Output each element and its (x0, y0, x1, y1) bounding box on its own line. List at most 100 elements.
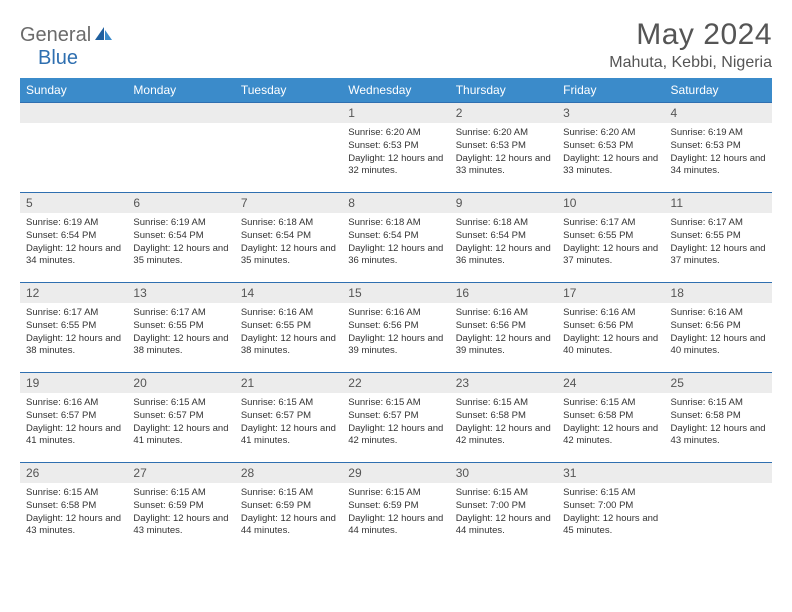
day-number: 12 (20, 283, 127, 303)
calendar-empty-cell (665, 463, 772, 553)
day-number (665, 463, 772, 483)
logo-sail-icon (93, 26, 113, 47)
day-details: Sunrise: 6:18 AMSunset: 6:54 PMDaylight:… (450, 213, 557, 272)
calendar-day-cell: 6Sunrise: 6:19 AMSunset: 6:54 PMDaylight… (127, 193, 234, 283)
logo: GeneralBlue (20, 18, 113, 70)
calendar-day-cell: 21Sunrise: 6:15 AMSunset: 6:57 PMDayligh… (235, 373, 342, 463)
calendar-day-cell: 9Sunrise: 6:18 AMSunset: 6:54 PMDaylight… (450, 193, 557, 283)
calendar-day-cell: 29Sunrise: 6:15 AMSunset: 6:59 PMDayligh… (342, 463, 449, 553)
calendar-day-cell: 27Sunrise: 6:15 AMSunset: 6:59 PMDayligh… (127, 463, 234, 553)
day-number: 24 (557, 373, 664, 393)
day-number: 3 (557, 103, 664, 123)
day-details: Sunrise: 6:18 AMSunset: 6:54 PMDaylight:… (235, 213, 342, 272)
day-header: Sunday (20, 78, 127, 103)
calendar-day-cell: 24Sunrise: 6:15 AMSunset: 6:58 PMDayligh… (557, 373, 664, 463)
day-number: 1 (342, 103, 449, 123)
calendar-empty-cell (235, 103, 342, 193)
calendar-day-cell: 28Sunrise: 6:15 AMSunset: 6:59 PMDayligh… (235, 463, 342, 553)
day-number: 13 (127, 283, 234, 303)
calendar-day-cell: 14Sunrise: 6:16 AMSunset: 6:55 PMDayligh… (235, 283, 342, 373)
calendar-week-row: 5Sunrise: 6:19 AMSunset: 6:54 PMDaylight… (20, 193, 772, 283)
day-details: Sunrise: 6:17 AMSunset: 6:55 PMDaylight:… (20, 303, 127, 362)
day-number (127, 103, 234, 123)
day-details: Sunrise: 6:17 AMSunset: 6:55 PMDaylight:… (127, 303, 234, 362)
calendar-day-cell: 16Sunrise: 6:16 AMSunset: 6:56 PMDayligh… (450, 283, 557, 373)
day-header: Saturday (665, 78, 772, 103)
calendar-day-cell: 8Sunrise: 6:18 AMSunset: 6:54 PMDaylight… (342, 193, 449, 283)
day-number (235, 103, 342, 123)
day-number: 2 (450, 103, 557, 123)
day-number: 6 (127, 193, 234, 213)
calendar-day-cell: 3Sunrise: 6:20 AMSunset: 6:53 PMDaylight… (557, 103, 664, 193)
day-details: Sunrise: 6:20 AMSunset: 6:53 PMDaylight:… (557, 123, 664, 182)
day-details: Sunrise: 6:15 AMSunset: 6:58 PMDaylight:… (557, 393, 664, 452)
day-number: 18 (665, 283, 772, 303)
day-details: Sunrise: 6:19 AMSunset: 6:53 PMDaylight:… (665, 123, 772, 182)
day-number: 31 (557, 463, 664, 483)
calendar-day-cell: 30Sunrise: 6:15 AMSunset: 7:00 PMDayligh… (450, 463, 557, 553)
calendar-week-row: 19Sunrise: 6:16 AMSunset: 6:57 PMDayligh… (20, 373, 772, 463)
day-header-row: SundayMondayTuesdayWednesdayThursdayFrid… (20, 78, 772, 103)
calendar-day-cell: 2Sunrise: 6:20 AMSunset: 6:53 PMDaylight… (450, 103, 557, 193)
day-details: Sunrise: 6:15 AMSunset: 6:59 PMDaylight:… (342, 483, 449, 542)
day-number: 22 (342, 373, 449, 393)
day-details: Sunrise: 6:15 AMSunset: 6:59 PMDaylight:… (235, 483, 342, 542)
calendar-empty-cell (127, 103, 234, 193)
logo-text-blue: Blue (38, 47, 78, 69)
location-label: Mahuta, Kebbi, Nigeria (609, 54, 772, 72)
day-number: 28 (235, 463, 342, 483)
day-number: 14 (235, 283, 342, 303)
calendar-day-cell: 15Sunrise: 6:16 AMSunset: 6:56 PMDayligh… (342, 283, 449, 373)
header: GeneralBlue May 2024 Mahuta, Kebbi, Nige… (20, 18, 772, 72)
title-block: May 2024 Mahuta, Kebbi, Nigeria (609, 18, 772, 72)
calendar-day-cell: 17Sunrise: 6:16 AMSunset: 6:56 PMDayligh… (557, 283, 664, 373)
calendar-day-cell: 5Sunrise: 6:19 AMSunset: 6:54 PMDaylight… (20, 193, 127, 283)
day-number: 20 (127, 373, 234, 393)
day-header: Wednesday (342, 78, 449, 103)
day-details: Sunrise: 6:15 AMSunset: 7:00 PMDaylight:… (557, 483, 664, 542)
day-number: 4 (665, 103, 772, 123)
day-number: 8 (342, 193, 449, 213)
calendar-day-cell: 20Sunrise: 6:15 AMSunset: 6:57 PMDayligh… (127, 373, 234, 463)
calendar-day-cell: 4Sunrise: 6:19 AMSunset: 6:53 PMDaylight… (665, 103, 772, 193)
day-number: 5 (20, 193, 127, 213)
day-details: Sunrise: 6:16 AMSunset: 6:56 PMDaylight:… (450, 303, 557, 362)
calendar-day-cell: 10Sunrise: 6:17 AMSunset: 6:55 PMDayligh… (557, 193, 664, 283)
day-details: Sunrise: 6:16 AMSunset: 6:56 PMDaylight:… (557, 303, 664, 362)
day-number: 17 (557, 283, 664, 303)
calendar-day-cell: 1Sunrise: 6:20 AMSunset: 6:53 PMDaylight… (342, 103, 449, 193)
day-header: Friday (557, 78, 664, 103)
day-number: 27 (127, 463, 234, 483)
day-number: 10 (557, 193, 664, 213)
calendar-table: SundayMondayTuesdayWednesdayThursdayFrid… (20, 78, 772, 553)
day-details: Sunrise: 6:15 AMSunset: 6:58 PMDaylight:… (20, 483, 127, 542)
calendar-week-row: 1Sunrise: 6:20 AMSunset: 6:53 PMDaylight… (20, 103, 772, 193)
calendar-day-cell: 31Sunrise: 6:15 AMSunset: 7:00 PMDayligh… (557, 463, 664, 553)
day-details: Sunrise: 6:18 AMSunset: 6:54 PMDaylight:… (342, 213, 449, 272)
calendar-body: 1Sunrise: 6:20 AMSunset: 6:53 PMDaylight… (20, 103, 772, 553)
day-details: Sunrise: 6:16 AMSunset: 6:57 PMDaylight:… (20, 393, 127, 452)
calendar-day-cell: 26Sunrise: 6:15 AMSunset: 6:58 PMDayligh… (20, 463, 127, 553)
calendar-day-cell: 18Sunrise: 6:16 AMSunset: 6:56 PMDayligh… (665, 283, 772, 373)
calendar-week-row: 26Sunrise: 6:15 AMSunset: 6:58 PMDayligh… (20, 463, 772, 553)
page-title: May 2024 (609, 18, 772, 52)
calendar-day-cell: 22Sunrise: 6:15 AMSunset: 6:57 PMDayligh… (342, 373, 449, 463)
day-details: Sunrise: 6:15 AMSunset: 6:58 PMDaylight:… (665, 393, 772, 452)
calendar-day-cell: 23Sunrise: 6:15 AMSunset: 6:58 PMDayligh… (450, 373, 557, 463)
day-details: Sunrise: 6:16 AMSunset: 6:55 PMDaylight:… (235, 303, 342, 362)
calendar-week-row: 12Sunrise: 6:17 AMSunset: 6:55 PMDayligh… (20, 283, 772, 373)
calendar-day-cell: 7Sunrise: 6:18 AMSunset: 6:54 PMDaylight… (235, 193, 342, 283)
day-number (20, 103, 127, 123)
day-details: Sunrise: 6:15 AMSunset: 6:57 PMDaylight:… (342, 393, 449, 452)
day-details: Sunrise: 6:15 AMSunset: 6:59 PMDaylight:… (127, 483, 234, 542)
day-details: Sunrise: 6:15 AMSunset: 7:00 PMDaylight:… (450, 483, 557, 542)
day-number: 23 (450, 373, 557, 393)
day-number: 11 (665, 193, 772, 213)
day-number: 25 (665, 373, 772, 393)
day-header: Monday (127, 78, 234, 103)
day-details: Sunrise: 6:20 AMSunset: 6:53 PMDaylight:… (450, 123, 557, 182)
day-details: Sunrise: 6:19 AMSunset: 6:54 PMDaylight:… (20, 213, 127, 272)
day-number: 16 (450, 283, 557, 303)
day-number: 30 (450, 463, 557, 483)
day-header: Thursday (450, 78, 557, 103)
